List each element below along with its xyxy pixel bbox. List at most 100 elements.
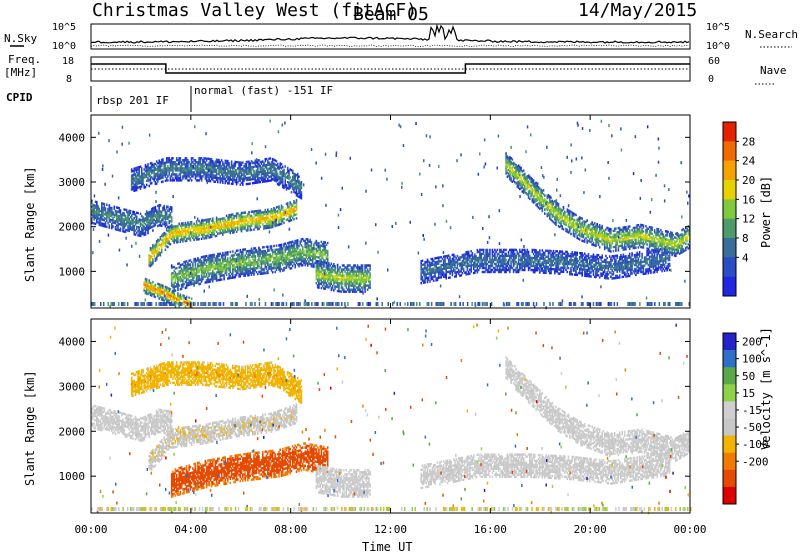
heatmap-cell <box>167 217 169 220</box>
heatmap-cell <box>190 268 193 272</box>
heatmap-cell <box>119 209 122 212</box>
heatmap-cell <box>220 217 223 220</box>
heatmap-cell <box>155 164 158 167</box>
heatmap-cell <box>188 231 190 234</box>
heatmap-cell <box>279 213 281 216</box>
heatmap-cell <box>274 163 276 166</box>
heatmap-cell <box>109 206 112 209</box>
heatmap-cell <box>299 190 301 193</box>
heatmap-cell <box>160 162 163 166</box>
heatmap-cell <box>188 281 190 284</box>
heatmap-cell <box>135 186 138 190</box>
heatmap-cell <box>101 204 103 207</box>
heatmap-cell <box>177 228 179 232</box>
heatmap-cell <box>91 199 93 202</box>
heatmap-cell <box>174 165 177 168</box>
heatmap-cell <box>165 300 168 303</box>
heatmap-cell <box>215 234 218 238</box>
heatmap-cell <box>245 217 248 220</box>
heatmap-cell <box>106 203 108 206</box>
heatmap-cell <box>192 234 194 238</box>
heatmap-cell <box>142 182 144 186</box>
heatmap-cell <box>187 229 189 232</box>
heatmap-cell <box>326 249 329 253</box>
heatmap-cell <box>147 221 149 225</box>
heatmap-cell <box>213 180 215 183</box>
heatmap-cell <box>239 216 242 219</box>
heatmap-cell <box>295 190 298 193</box>
heatmap-cell <box>207 228 209 231</box>
heatmap-cell <box>160 238 163 241</box>
heatmap-cell <box>130 220 133 223</box>
heatmap-cell <box>243 169 245 172</box>
heatmap-cell <box>296 239 299 242</box>
heatmap-cell <box>274 169 276 172</box>
heatmap-cell <box>290 204 293 208</box>
heatmap-cell <box>114 211 117 215</box>
heatmap-cell <box>104 225 107 228</box>
heatmap-cell <box>273 219 275 222</box>
heatmap-cell <box>276 182 279 186</box>
heatmap-cell <box>239 171 242 174</box>
heatmap-cell <box>175 229 178 232</box>
heatmap-cell <box>214 164 217 167</box>
heatmap-cell <box>165 173 168 176</box>
heatmap-cell <box>148 223 150 226</box>
heatmap-cell <box>295 217 298 220</box>
heatmap-cell <box>288 175 290 178</box>
heatmap-cell <box>133 189 135 192</box>
heatmap-cell <box>215 230 218 234</box>
heatmap-cell <box>135 182 138 186</box>
heatmap-cell <box>193 228 195 231</box>
heatmap-cell <box>242 169 244 172</box>
heatmap-cell <box>180 163 183 166</box>
heatmap-cell <box>259 213 262 216</box>
heatmap-cell <box>177 274 179 278</box>
heatmap-cell <box>299 194 301 197</box>
noise-panel: N.Sky 10^5 10^0 10^5 10^0 N.Search <box>4 22 798 52</box>
heatmap-cell <box>190 283 193 286</box>
heatmap-cell <box>249 166 252 169</box>
heatmap-cell <box>239 165 242 168</box>
heatmap-cell <box>179 265 182 269</box>
heatmap-cell <box>125 223 128 226</box>
heatmap-cell <box>123 230 125 233</box>
heatmap-cell <box>240 181 243 185</box>
heatmap-cell <box>132 228 134 232</box>
heatmap-cell <box>150 263 153 266</box>
heatmap-cell <box>291 264 294 268</box>
heatmap-cell <box>185 295 188 298</box>
heatmap-cell <box>116 206 118 209</box>
heatmap-cell <box>139 232 142 236</box>
heatmap-cell <box>303 249 305 252</box>
heatmap-cell <box>149 261 152 264</box>
heatmap-cell <box>94 206 97 209</box>
heatmap-cell <box>237 161 239 164</box>
heatmap-cell <box>220 221 223 224</box>
heatmap-cell <box>218 166 220 170</box>
heatmap-cell <box>164 289 167 293</box>
heatmap-cell <box>249 170 252 173</box>
heatmap-cell <box>189 237 192 240</box>
heatmap-cell <box>205 159 208 162</box>
heatmap-cell <box>197 228 199 231</box>
heatmap-cell <box>155 182 158 185</box>
heatmap-cell <box>295 209 298 212</box>
heatmap-cell <box>192 161 194 164</box>
heatmap-cell <box>323 261 325 264</box>
heatmap-cell <box>197 271 199 274</box>
heatmap-cell <box>234 172 237 176</box>
heatmap-cell <box>169 159 172 162</box>
heatmap-cell <box>184 175 187 178</box>
heatmap-cell <box>93 204 96 207</box>
heatmap-cell <box>177 175 179 178</box>
heatmap-cell <box>173 275 175 279</box>
heatmap-cell <box>155 209 158 212</box>
heatmap-cell <box>290 185 293 188</box>
heatmap-cell <box>225 159 228 163</box>
heatmap-cell <box>234 162 237 166</box>
heatmap-cell <box>117 220 119 224</box>
heatmap-cell <box>97 221 99 224</box>
heatmap-cell <box>160 292 163 295</box>
heatmap-cell <box>183 161 185 164</box>
